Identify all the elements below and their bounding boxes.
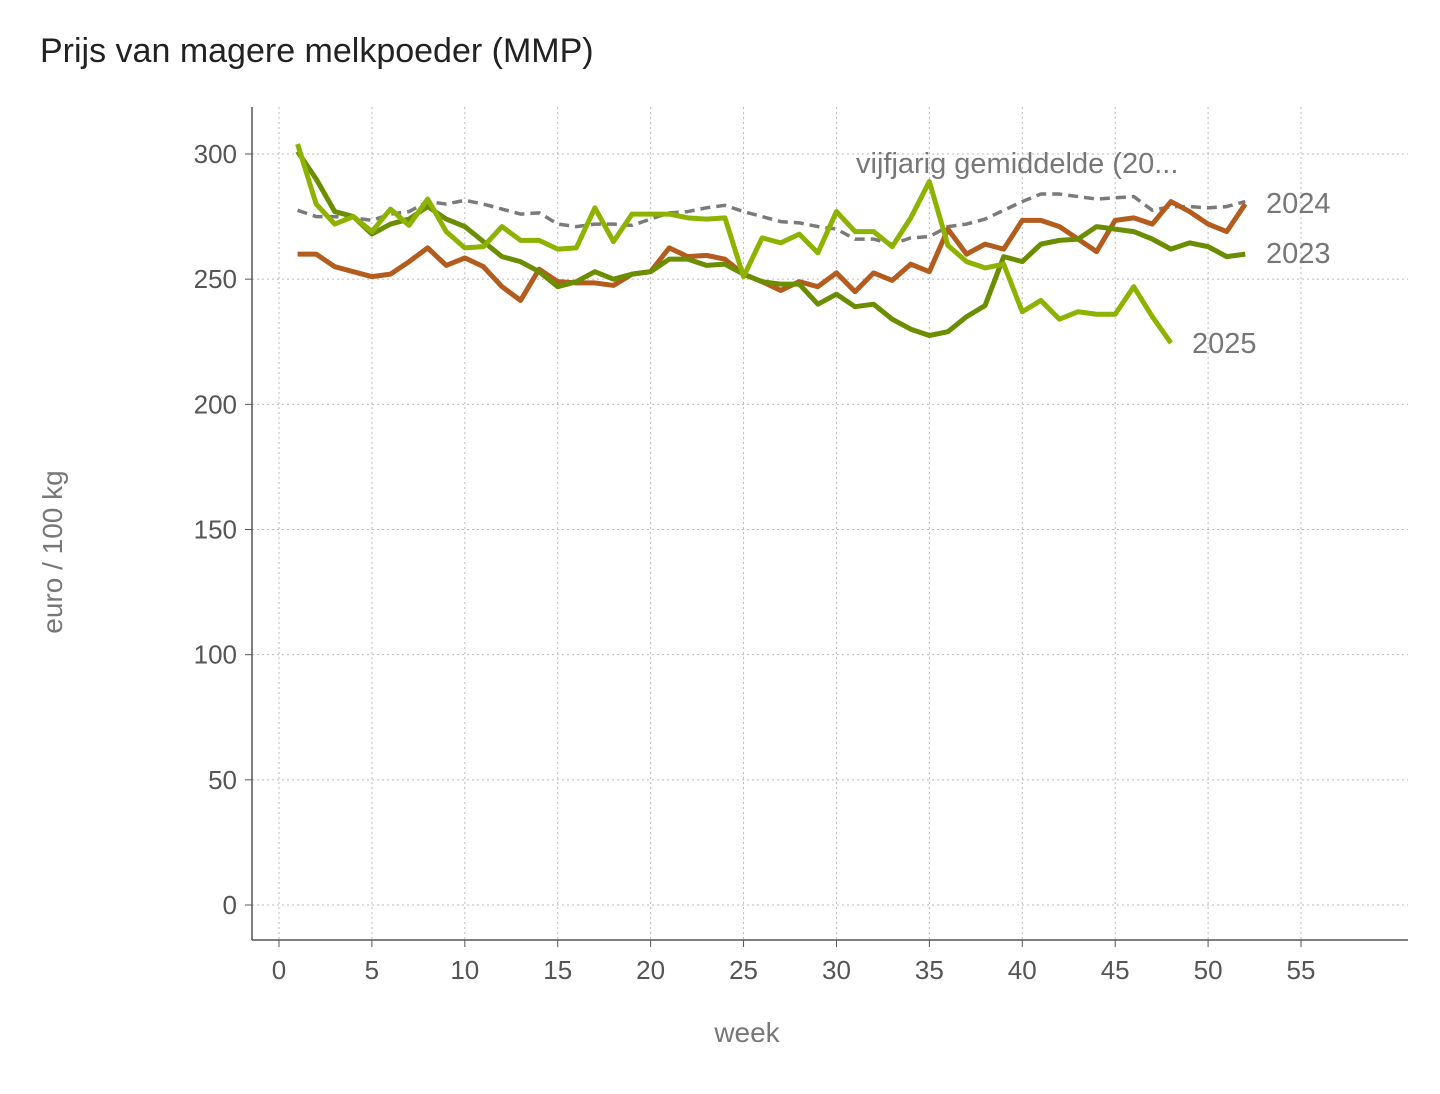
grid (252, 107, 1408, 940)
x-tick-label: 45 (1101, 955, 1130, 985)
y-tick-label: 50 (208, 765, 237, 795)
x-tick-label: 15 (543, 955, 572, 985)
x-tick-label: 20 (636, 955, 665, 985)
x-tick-label: 40 (1008, 955, 1037, 985)
x-tick-label: 25 (729, 955, 758, 985)
series-line-2024 (297, 199, 1248, 303)
series-labels: vijfjarig gemiddelde (20... 2024 2023 2025 (856, 148, 1331, 360)
chart-title: Prijs van magere melkpoeder (MMP) (40, 32, 594, 70)
x-tick-label: 5 (365, 955, 379, 985)
x-axis-label: week (713, 1017, 780, 1048)
y-axis-label: euro / 100 kg (37, 470, 68, 633)
series-line-five-year-average (297, 192, 1246, 246)
series-line-2023 (295, 150, 1246, 338)
series-lines (295, 143, 1248, 345)
y-tick-label: 300 (194, 139, 237, 169)
x-tick-label: 0 (272, 955, 286, 985)
series-label: vijfjarig gemiddelde (20... (856, 148, 1178, 180)
x-tick-label: 35 (915, 955, 944, 985)
y-tick-label: 250 (194, 264, 237, 294)
y-tick-label: 0 (223, 890, 237, 920)
x-tick-label: 55 (1287, 955, 1316, 985)
series-label: 2023 (1266, 238, 1331, 270)
series-label: 2024 (1266, 188, 1331, 220)
y-tick-label: 100 (194, 640, 237, 670)
y-tick-label: 200 (194, 389, 237, 419)
x-tick-label: 10 (450, 955, 479, 985)
x-tick-label: 30 (822, 955, 851, 985)
series-label: 2025 (1192, 328, 1257, 360)
series-line-2025 (295, 143, 1173, 345)
y-tick-label: 150 (194, 515, 237, 545)
x-tick-label: 50 (1194, 955, 1223, 985)
